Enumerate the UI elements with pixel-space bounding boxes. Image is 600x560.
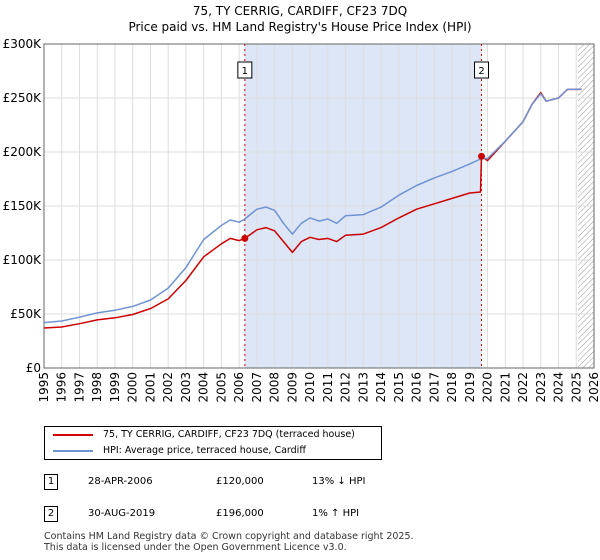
transaction-badge: 1 (44, 474, 58, 490)
chart-title: 75, TY CERRIG, CARDIFF, CF23 7DQ (193, 4, 407, 18)
x-tick-label: 2004 (197, 372, 211, 403)
sale-marker-box (237, 61, 253, 79)
transaction-price: £196,000 (216, 508, 264, 519)
x-tick-label: 2020 (481, 372, 495, 403)
x-tick-label: 1999 (108, 372, 122, 403)
sale-marker-label: 2 (478, 66, 484, 77)
price-chart: 75, TY CERRIG, CARDIFF, CF23 7DQ Price p… (3, 4, 600, 403)
x-tick-label: 2026 (587, 372, 600, 403)
footer-copyright: Contains HM Land Registry data © Crown c… (44, 531, 414, 542)
chart-subtitle: Price paid vs. HM Land Registry's House … (128, 20, 471, 34)
plot-border (43, 43, 595, 369)
footer-licence: This data is licensed under the Open Gov… (44, 542, 347, 553)
x-tick-label: 2025 (569, 372, 583, 403)
x-tick-label: 2023 (534, 372, 548, 403)
transaction-badge: 2 (44, 506, 58, 522)
x-tick-label: 2014 (374, 372, 388, 403)
x-tick-label: 1998 (90, 372, 104, 403)
x-tick-label: 2024 (552, 372, 566, 403)
transaction-date: 30-AUG-2019 (88, 508, 156, 519)
legend-label-property: 75, TY CERRIG, CARDIFF, CF23 7DQ (terrac… (103, 429, 355, 440)
legend: 75, TY CERRIG, CARDIFF, CF23 7DQ (terrac… (44, 426, 382, 460)
transaction-hpi-diff: 13% ↓ HPI (312, 476, 366, 487)
x-tick-label: 2018 (445, 372, 459, 403)
x-tick-label: 2017 (427, 372, 441, 403)
x-tick-label: 2008 (268, 372, 282, 403)
x-tick-label: 2001 (143, 372, 157, 403)
x-tick-label: 2003 (179, 372, 193, 403)
sale-point (478, 152, 486, 160)
legend-label-hpi: HPI: Average price, terraced house, Card… (103, 445, 306, 456)
x-tick-label: 1995 (37, 372, 51, 403)
x-tick-label: 2011 (321, 372, 335, 403)
sale-marker-label: 1 (242, 66, 248, 77)
series-line-hpi (43, 88, 582, 324)
legend-swatch-hpi (53, 450, 93, 452)
y-tick-label: £100K (3, 253, 43, 267)
x-tick-label: 2019 (463, 372, 477, 403)
y-tick-label: £50K (10, 307, 42, 321)
y-tick-label: £150K (3, 199, 43, 213)
legend-swatch-property (53, 434, 93, 436)
x-tick-label: 2010 (303, 372, 317, 403)
x-tick-label: 2013 (356, 372, 370, 403)
transaction-date: 28-APR-2006 (88, 476, 153, 487)
y-tick-label: £200K (3, 145, 43, 159)
x-tick-label: 2005 (214, 372, 228, 403)
x-tick-label: 2021 (498, 372, 512, 403)
transaction-hpi-diff: 1% ↑ HPI (312, 508, 360, 519)
x-tick-label: 2000 (126, 372, 140, 403)
x-tick-label: 2016 (410, 372, 424, 403)
y-tick-label: £250K (3, 91, 43, 105)
x-tick-label: 2006 (232, 372, 246, 403)
x-tick-label: 2007 (250, 372, 264, 403)
sale-point (241, 234, 249, 242)
y-tick-label: £0 (26, 361, 41, 375)
x-tick-label: 1996 (55, 372, 69, 403)
x-tick-label: 2002 (161, 372, 175, 403)
x-tick-label: 2012 (339, 372, 353, 403)
sale-marker-box (474, 61, 490, 79)
x-tick-label: 2015 (392, 372, 406, 403)
x-tick-label: 2022 (516, 372, 530, 403)
y-tick-label: £300K (3, 37, 43, 51)
footer: Contains HM Land Registry data © Crown c… (44, 531, 414, 553)
x-tick-label: 1997 (72, 372, 86, 403)
transaction-price: £120,000 (216, 476, 264, 487)
x-tick-label: 2009 (285, 372, 299, 403)
